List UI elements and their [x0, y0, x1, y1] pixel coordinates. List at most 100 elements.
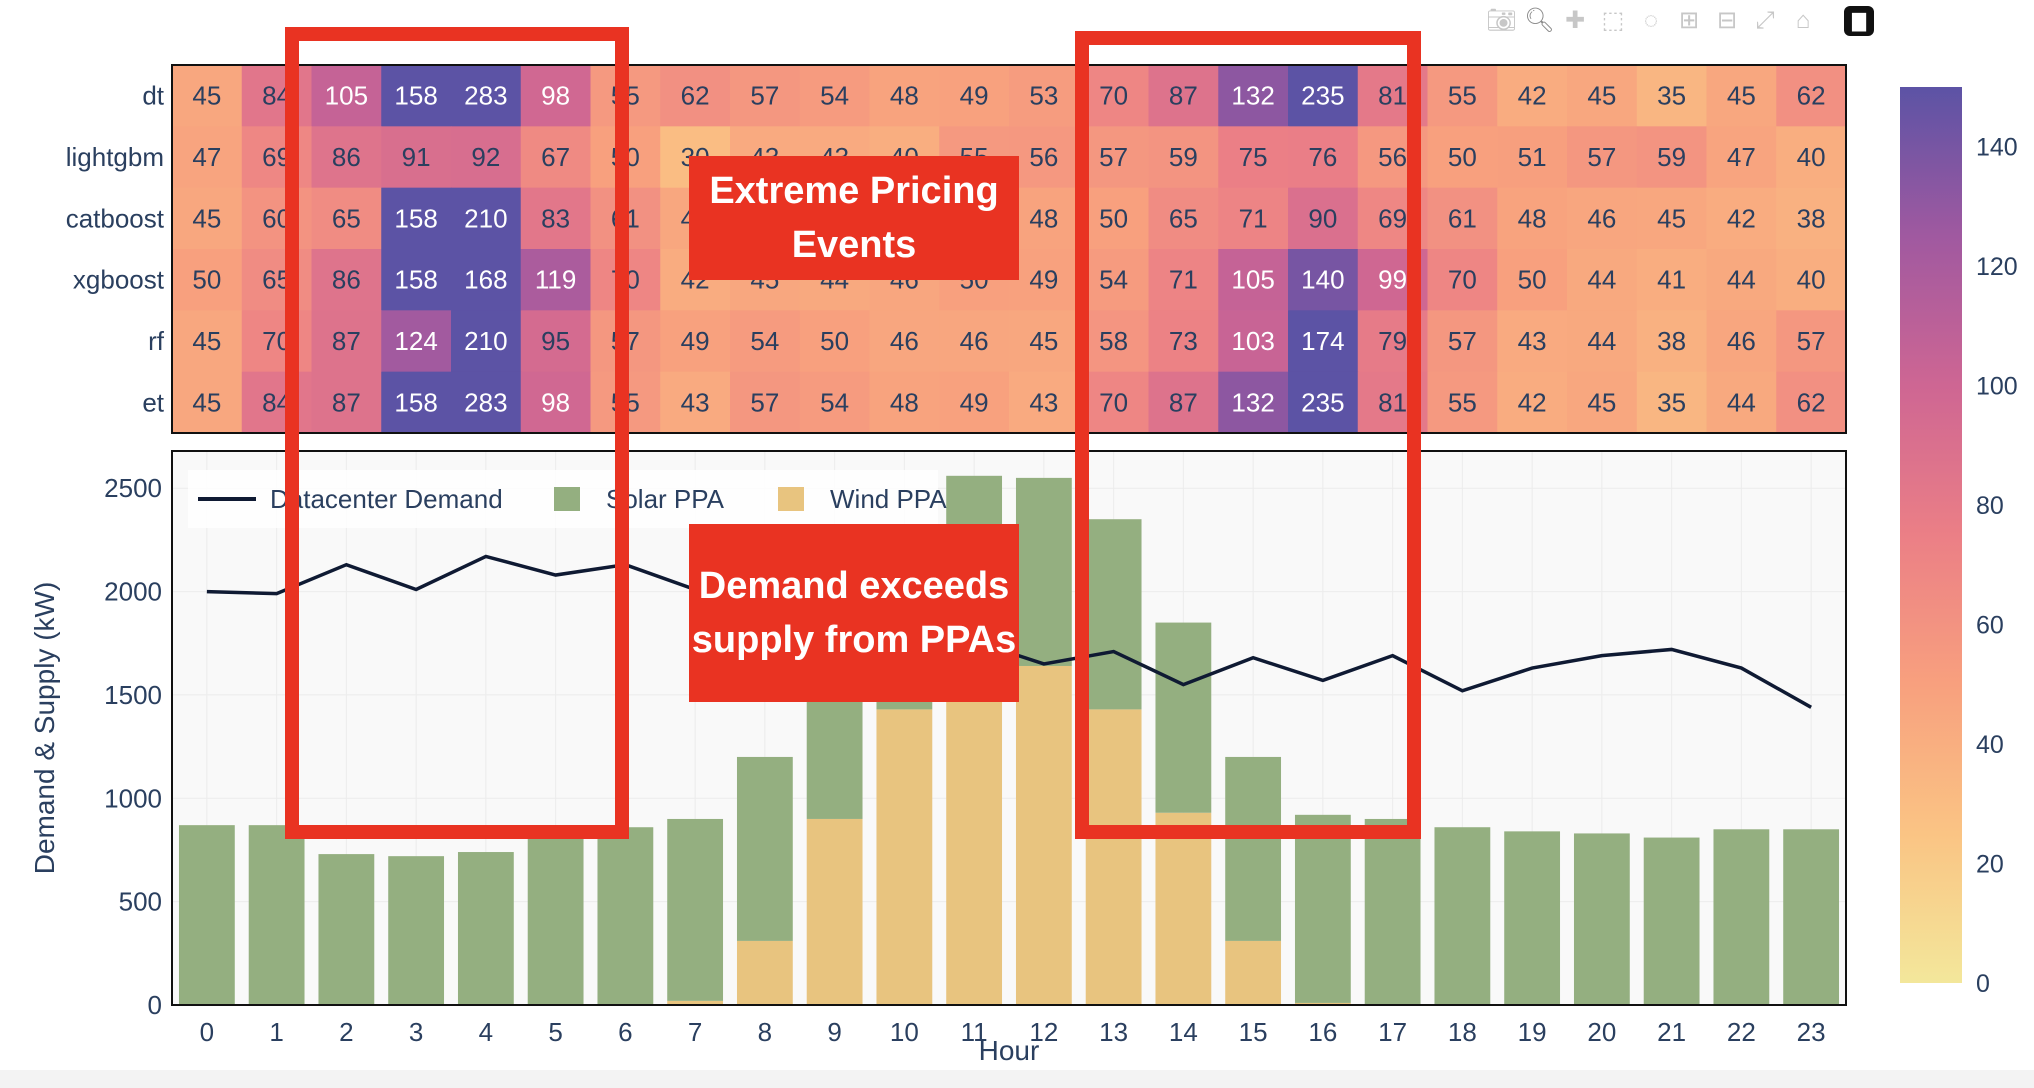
pan-icon[interactable]: ✚ [1564, 7, 1586, 34]
heatmap-cell[interactable] [1148, 126, 1219, 189]
heatmap-cell[interactable] [1078, 371, 1150, 434]
heatmap-cell[interactable] [1078, 187, 1150, 250]
solar-ppa-bar[interactable] [1783, 829, 1840, 1005]
solar-ppa-bar[interactable] [1225, 756, 1282, 941]
wind-ppa-bar[interactable] [736, 940, 793, 1005]
heatmap-cell[interactable] [520, 310, 592, 373]
heatmap-cell[interactable] [939, 371, 1010, 434]
heatmap-cell[interactable] [381, 249, 452, 311]
plotly-logo-icon[interactable]: ▇ [1844, 6, 1874, 36]
heatmap-cell[interactable] [1567, 65, 1638, 127]
wind-ppa-bar[interactable] [1155, 812, 1212, 1005]
heatmap-cell[interactable] [1009, 126, 1080, 189]
solar-ppa-bar[interactable] [527, 827, 584, 1005]
heatmap-cell[interactable] [730, 65, 801, 127]
heatmap-cell[interactable] [241, 249, 313, 311]
wind-ppa-bar[interactable] [1085, 709, 1142, 1005]
heatmap-cell[interactable] [311, 310, 382, 373]
wind-ppa-bar[interactable] [1015, 665, 1072, 1005]
heatmap-cell[interactable] [869, 371, 940, 434]
heatmap-cell[interactable] [1567, 310, 1638, 373]
heatmap-cell[interactable] [1427, 310, 1498, 373]
heatmap-cell[interactable] [1288, 371, 1359, 434]
solar-ppa-bar[interactable] [318, 854, 375, 1005]
heatmap-cell[interactable] [1567, 187, 1638, 250]
heatmap-cell[interactable] [451, 65, 522, 127]
heatmap-cell[interactable] [1009, 187, 1080, 250]
heatmap-cell[interactable] [1427, 249, 1498, 311]
heatmap-cell[interactable] [1078, 65, 1150, 127]
heatmap-cell[interactable] [730, 371, 801, 434]
heatmap-cell[interactable] [520, 126, 592, 189]
solar-ppa-bar[interactable] [1504, 831, 1561, 1005]
heatmap-cell[interactable] [1218, 249, 1289, 311]
heatmap-cell[interactable] [172, 249, 243, 311]
heatmap-cell[interactable] [1497, 310, 1568, 373]
heatmap-cell[interactable] [939, 65, 1010, 127]
heatmap-cell[interactable] [1636, 65, 1708, 127]
legend-item[interactable]: Solar PPA [554, 484, 725, 514]
wind-ppa-bar[interactable] [667, 1000, 724, 1005]
heatmap-cell[interactable] [1148, 65, 1219, 127]
heatmap-cell[interactable] [1009, 249, 1080, 311]
solar-ppa-bar[interactable] [1085, 519, 1142, 710]
wind-ppa-bar[interactable] [1225, 940, 1282, 1005]
heatmap-cell[interactable] [381, 371, 452, 434]
heatmap-cell[interactable] [172, 310, 243, 373]
heatmap-cell[interactable] [1148, 187, 1219, 250]
solar-ppa-bar[interactable] [1573, 833, 1630, 1005]
lasso-icon[interactable]: ◌ [1643, 7, 1659, 34]
heatmap-cell[interactable] [1706, 65, 1777, 127]
heatmap-cell[interactable] [311, 65, 382, 127]
solar-ppa-bar[interactable] [1713, 829, 1770, 1005]
solar-ppa-bar[interactable] [1434, 827, 1491, 1005]
solar-ppa-bar[interactable] [388, 856, 445, 1005]
solar-ppa-bar[interactable] [457, 852, 514, 1005]
heatmap-cell[interactable] [1148, 310, 1219, 373]
heatmap-cell[interactable] [172, 371, 243, 434]
heatmap-cell[interactable] [1218, 310, 1289, 373]
heatmap-cell[interactable] [1636, 249, 1708, 311]
heatmap-cell[interactable] [1078, 310, 1150, 373]
heatmap-cell[interactable] [451, 310, 522, 373]
heatmap-cell[interactable] [1497, 187, 1568, 250]
home-icon[interactable]: ⌂ [1795, 7, 1811, 34]
heatmap-cell[interactable] [1009, 310, 1080, 373]
heatmap-cell[interactable] [451, 187, 522, 250]
heatmap-cell[interactable] [451, 249, 522, 311]
heatmap-cell[interactable] [520, 65, 592, 127]
heatmap-cell[interactable] [1636, 187, 1708, 250]
heatmap-cell[interactable] [1776, 187, 1847, 250]
solar-ppa-bar[interactable] [1643, 837, 1700, 1005]
heatmap-cell[interactable] [311, 126, 382, 189]
heatmap-cell[interactable] [520, 249, 592, 311]
heatmap-cell[interactable] [520, 187, 592, 250]
heatmap-cell[interactable] [1497, 126, 1568, 189]
heatmap-cell[interactable] [1218, 65, 1289, 127]
zoom-in-icon[interactable]: ⊞ [1678, 7, 1700, 34]
heatmap-cell[interactable] [1567, 249, 1638, 311]
camera-icon[interactable]: 📷︎ [1486, 7, 1517, 34]
heatmap-cell[interactable] [730, 310, 801, 373]
heatmap-cell[interactable] [1497, 249, 1568, 311]
heatmap-cell[interactable] [311, 371, 382, 434]
heatmap-cell[interactable] [381, 126, 452, 189]
heatmap-cell[interactable] [381, 310, 452, 373]
heatmap-cell[interactable] [241, 187, 313, 250]
heatmap-cell[interactable] [1497, 65, 1568, 127]
heatmap-cell[interactable] [1776, 310, 1847, 373]
zoom-out-icon[interactable]: ⊟ [1716, 7, 1738, 34]
heatmap-cell[interactable] [1078, 249, 1150, 311]
heatmap-cell[interactable] [1636, 371, 1708, 434]
heatmap-cell[interactable] [799, 65, 871, 127]
heatmap-cell[interactable] [660, 371, 731, 434]
wind-ppa-bar[interactable] [876, 709, 933, 1005]
solar-ppa-bar[interactable] [1294, 814, 1351, 1003]
heatmap-cell[interactable] [520, 371, 592, 434]
box-select-icon[interactable]: ⬚ [1601, 7, 1625, 34]
heatmap-cell[interactable] [1776, 249, 1847, 311]
solar-ppa-bar[interactable] [178, 825, 235, 1005]
solar-ppa-bar[interactable] [667, 818, 724, 1001]
heatmap-cell[interactable] [1776, 65, 1847, 127]
heatmap-cell[interactable] [1148, 371, 1219, 434]
